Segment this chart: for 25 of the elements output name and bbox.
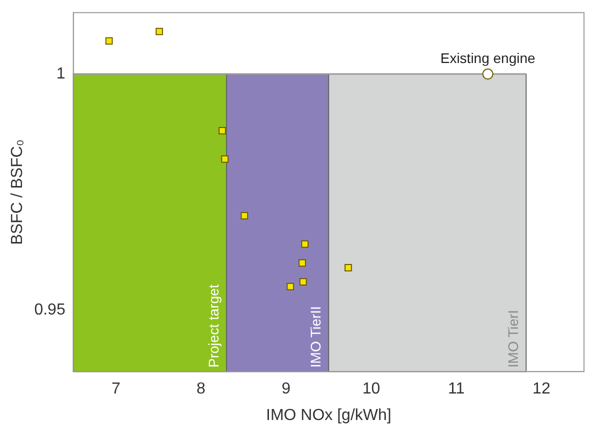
point: [218, 127, 226, 134]
point: [105, 37, 113, 45]
y-tick-label: 0.95: [34, 302, 66, 319]
x-tick-label: 9: [282, 380, 291, 398]
y-axis-title: BSFC / BSFC₀: [9, 139, 26, 245]
series-label: Existing engine: [440, 50, 536, 66]
point: [221, 155, 229, 163]
x-tick-label: 11: [448, 380, 465, 398]
point: [286, 282, 294, 290]
point: [344, 264, 352, 272]
point: [298, 259, 306, 267]
point: [301, 240, 309, 248]
x-tick-label: 10: [362, 380, 380, 398]
band-label: Project target: [205, 284, 222, 368]
x-tick-label: 12: [532, 380, 550, 398]
x-tick-label: 7: [111, 380, 120, 398]
x-axis-title: IMO NOx [g/kWh]: [266, 406, 392, 424]
point: [482, 68, 494, 80]
x-tick-label: 8: [196, 380, 206, 398]
y-tick-label: 1: [56, 65, 66, 82]
band-label: IMO TierII: [308, 306, 324, 368]
point: [156, 28, 163, 36]
point: [299, 278, 307, 286]
band-label: IMO TierI: [504, 310, 521, 368]
point: [240, 212, 248, 220]
